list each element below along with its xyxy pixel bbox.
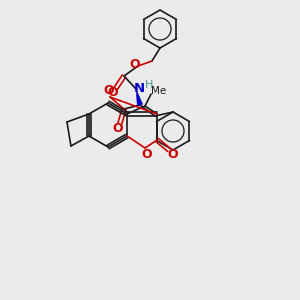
Polygon shape — [136, 89, 143, 106]
Text: O: O — [168, 148, 178, 161]
Text: Me: Me — [152, 86, 167, 96]
Text: O: O — [104, 85, 114, 98]
Text: O: O — [108, 86, 118, 100]
Text: N: N — [134, 82, 145, 94]
Text: H: H — [145, 80, 153, 90]
Text: O: O — [142, 148, 152, 160]
Text: O: O — [130, 58, 140, 70]
Text: O: O — [113, 122, 123, 134]
